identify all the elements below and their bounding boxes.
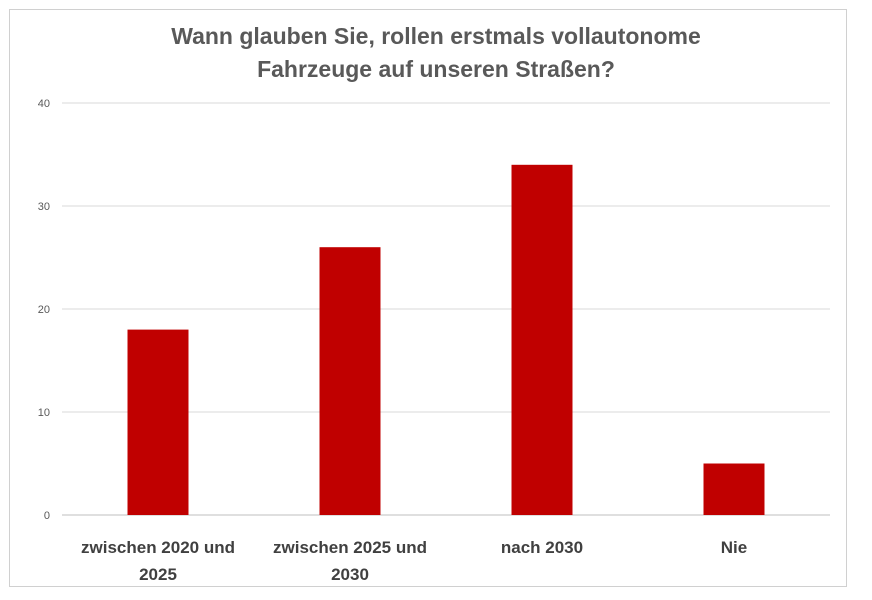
y-tick-label: 30: [38, 201, 50, 213]
chart-title: Wann glauben Sie, rollen erstmals vollau…: [0, 20, 872, 86]
bar: [319, 247, 381, 515]
bar: [127, 329, 189, 515]
bar: [511, 164, 573, 516]
x-tick-label: zwischen 2020 und: [81, 538, 235, 557]
chart-title-line-2: Fahrzeuge auf unseren Straßen?: [257, 56, 615, 82]
y-tick-label: 0: [44, 510, 50, 522]
y-tick-label: 40: [38, 98, 50, 110]
chart-title-line-1: Wann glauben Sie, rollen erstmals vollau…: [171, 23, 701, 49]
y-tick-label: 20: [38, 304, 50, 316]
x-tick-label: 2025: [139, 565, 177, 584]
x-tick-label: Nie: [721, 538, 747, 557]
y-tick-label: 10: [38, 407, 50, 419]
x-tick-label: 2030: [331, 565, 369, 584]
x-tick-label: nach 2030: [501, 538, 583, 557]
bar: [703, 463, 765, 515]
x-tick-label: zwischen 2025 und: [273, 538, 427, 557]
